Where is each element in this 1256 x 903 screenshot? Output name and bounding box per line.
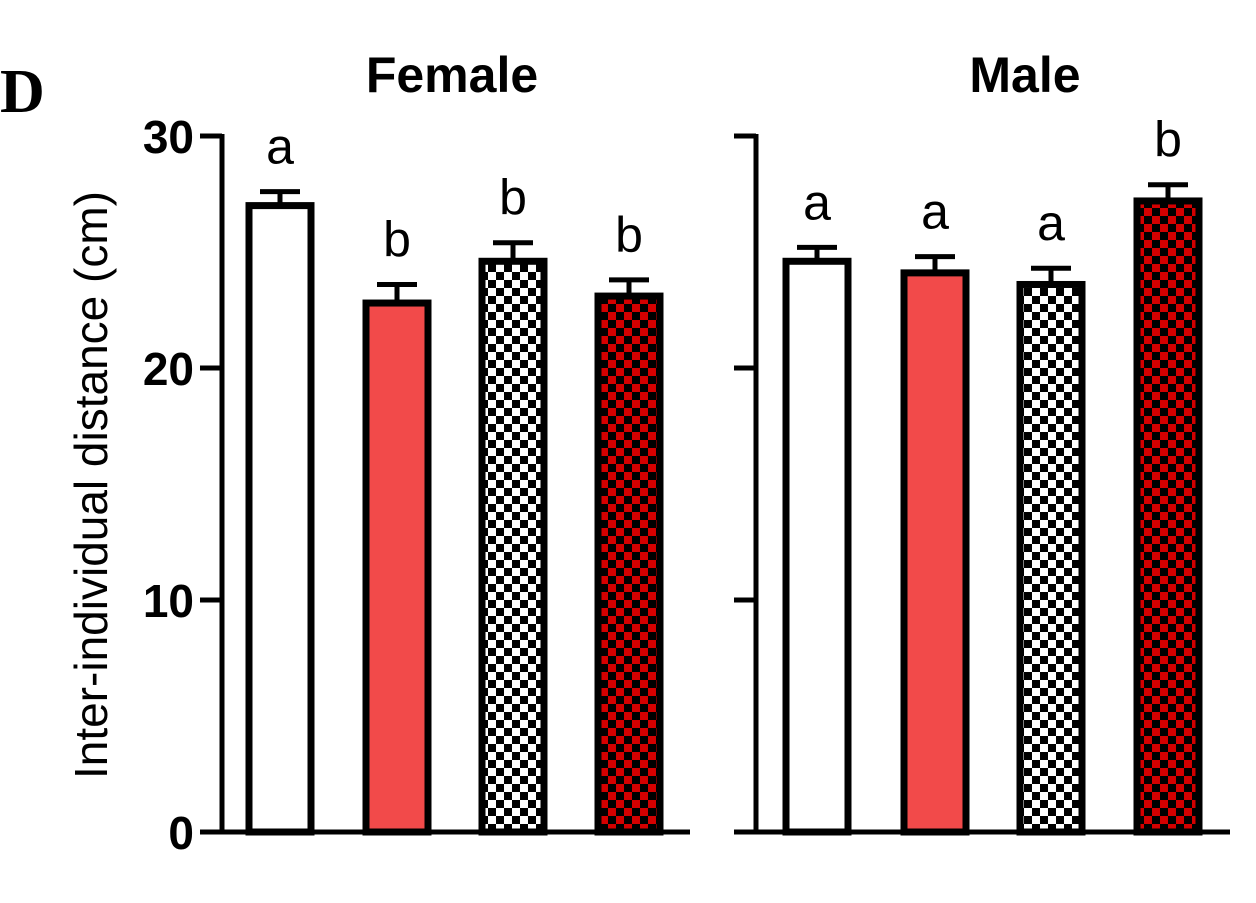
y-tick-label: 20 bbox=[143, 343, 194, 395]
panel-title: Male bbox=[969, 47, 1080, 103]
bar bbox=[782, 257, 852, 836]
panel-1: Female 0 10 20 30 a b b b bbox=[143, 47, 690, 859]
significance-letter: a bbox=[921, 184, 949, 240]
bar bbox=[594, 292, 664, 836]
bar bbox=[245, 202, 315, 836]
y-tick-label: 30 bbox=[143, 111, 194, 163]
bar bbox=[362, 299, 432, 836]
bar bbox=[478, 257, 548, 836]
y-tick-label: 0 bbox=[168, 807, 194, 859]
y-axis-label: Inter-individual distance (cm) bbox=[65, 191, 117, 779]
panel-label: D bbox=[0, 58, 45, 126]
panel-2: Male a a a b bbox=[734, 47, 1230, 836]
significance-letter: b bbox=[383, 211, 411, 267]
bar bbox=[900, 269, 970, 836]
significance-letter: b bbox=[615, 207, 643, 263]
significance-letter: b bbox=[1154, 112, 1182, 168]
y-tick-label: 10 bbox=[143, 575, 194, 627]
significance-letter: a bbox=[803, 174, 831, 230]
significance-letter: b bbox=[499, 170, 527, 226]
bar bbox=[1133, 197, 1203, 836]
panel-title: Female bbox=[366, 47, 538, 103]
bar bbox=[1016, 280, 1086, 836]
significance-letter: a bbox=[266, 119, 294, 175]
plot-area: Female 0 10 20 30 a b b b Male a a a b bbox=[143, 47, 1230, 859]
significance-letter: a bbox=[1037, 195, 1065, 251]
